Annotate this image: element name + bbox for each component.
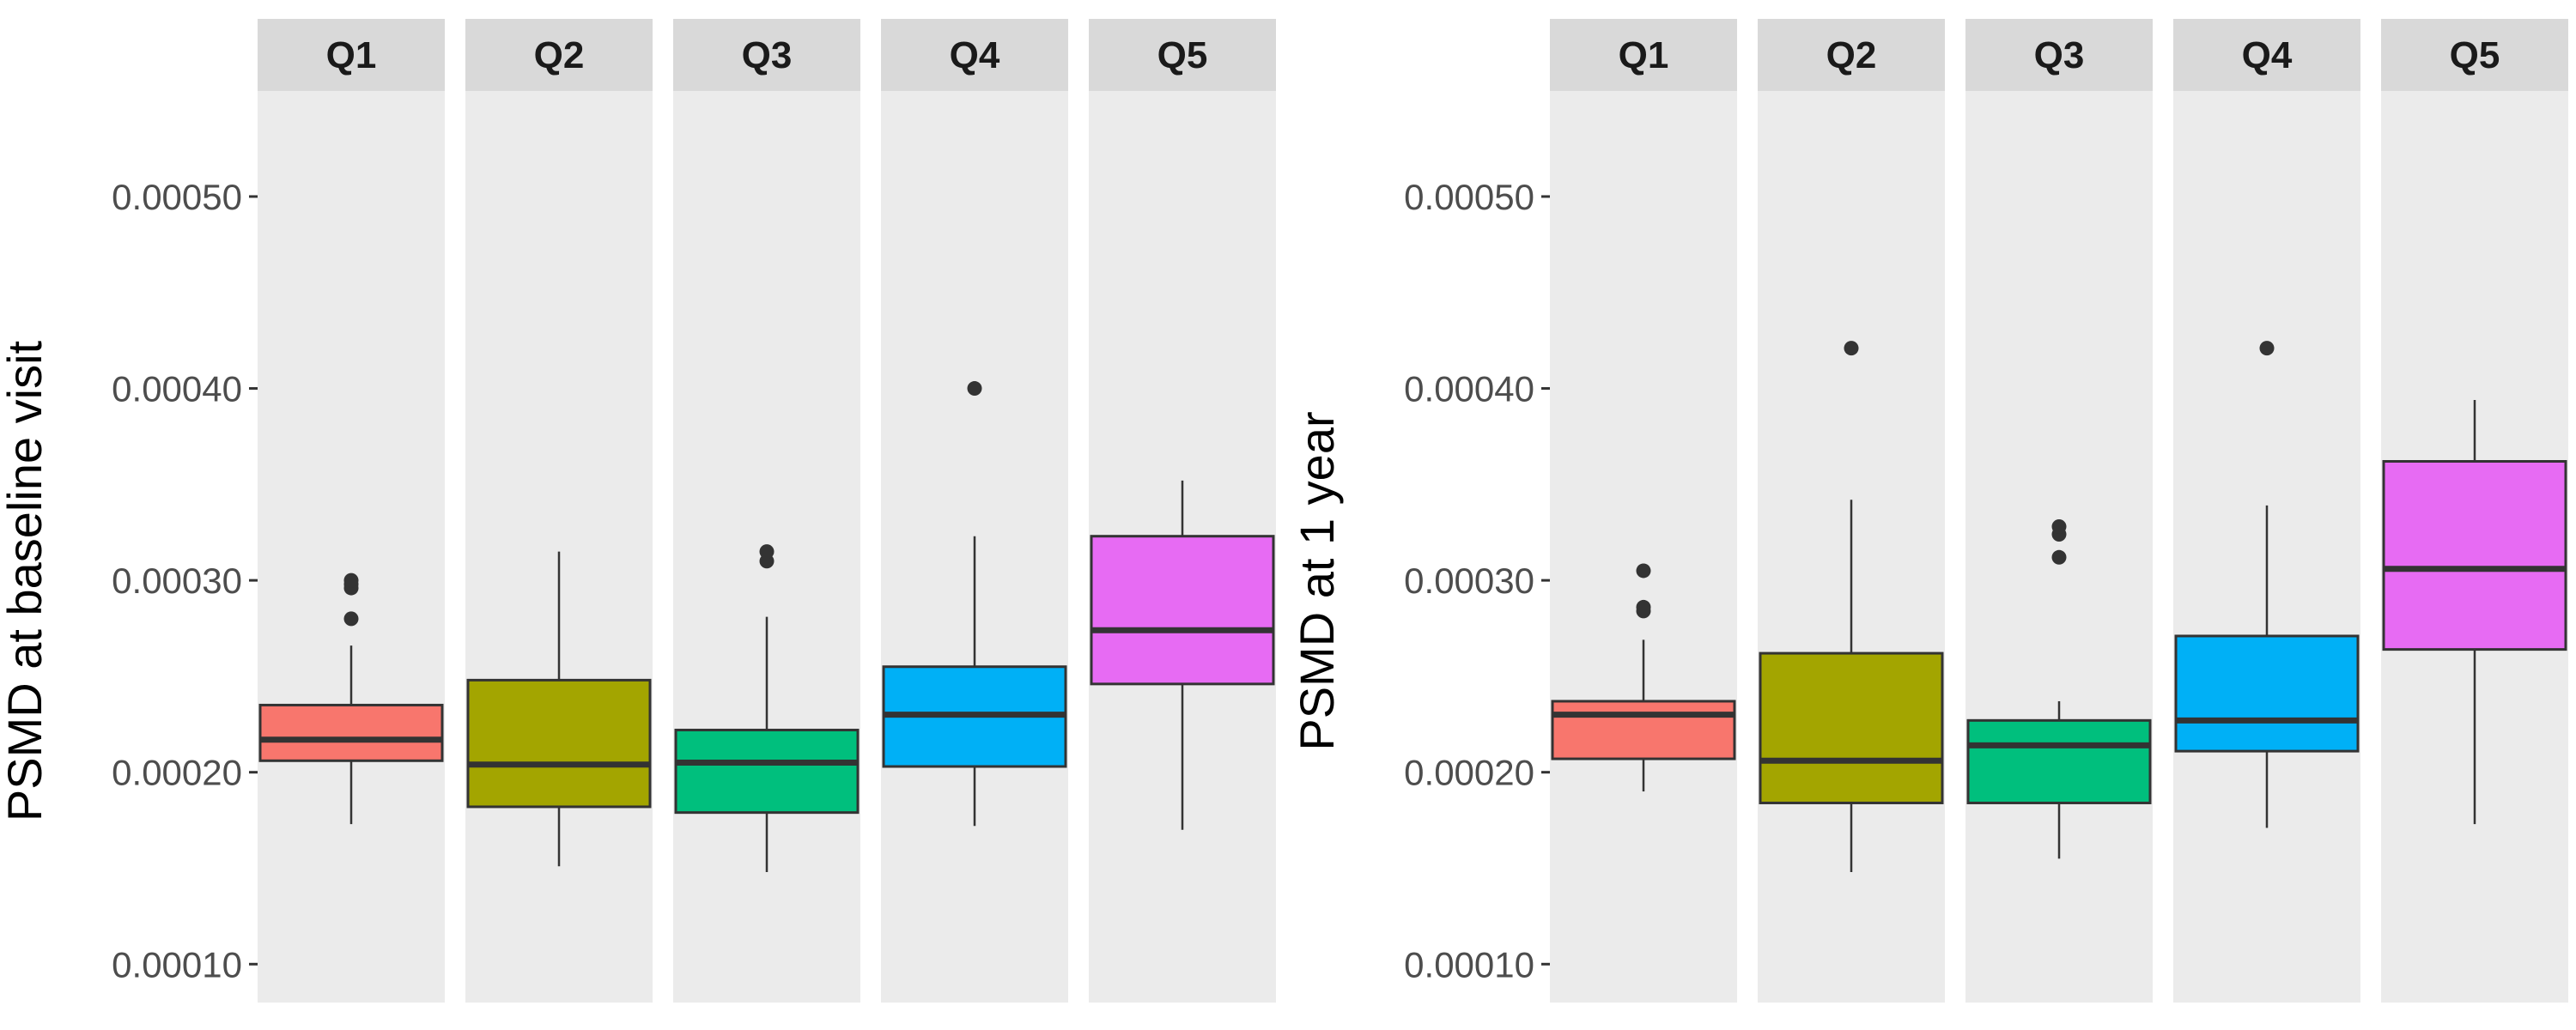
outlier-point (967, 381, 982, 397)
facet-panel-q1: Q1 (1550, 19, 1737, 1003)
y-tick-label: 0.00010 (112, 944, 242, 985)
outlier-point (1844, 341, 1859, 356)
facet-strip-label: Q2 (1826, 34, 1877, 76)
outlier-point (1636, 599, 1651, 615)
y-tick-label: 0.00010 (1404, 944, 1534, 985)
facet-panel-q5: Q5 (2381, 19, 2568, 1003)
box-q2 (1759, 651, 1944, 804)
panel-background (1550, 91, 1737, 1003)
facet-strip (881, 19, 1068, 91)
facet-strip-label: Q3 (2034, 34, 2085, 76)
facet-strip-label: Q1 (1619, 34, 1669, 76)
facet-strip-label: Q1 (326, 34, 377, 76)
y-tick-label: 0.00040 (112, 369, 242, 409)
facet-strip (1550, 19, 1737, 91)
outlier-point (759, 544, 775, 560)
facet-strip (1965, 19, 2153, 91)
facet-strip (1758, 19, 1945, 91)
box-q1 (258, 703, 444, 762)
y-axis-title: PSMD at 1 year (1290, 411, 1344, 750)
facet-strip (465, 19, 653, 91)
y-tick-label: 0.00040 (1404, 369, 1534, 409)
y-tick-label: 0.00020 (1404, 753, 1534, 793)
facet-panel-q1: Q1 (258, 19, 445, 1003)
facet-panel-q4: Q4 (2173, 19, 2360, 1003)
panel-background (258, 91, 445, 1003)
facet-strip (1089, 19, 1276, 91)
chart-left: PSMD at baseline visit 0.00010 0.00020 0.00… (0, 19, 1276, 1003)
facet-strip (673, 19, 860, 91)
facet-strip-label: Q5 (2450, 34, 2500, 76)
outlier-point (2259, 341, 2275, 356)
box-q3 (674, 729, 860, 815)
y-tick-label: 0.00030 (112, 560, 242, 601)
facet-panel-q3: Q3 (1965, 19, 2153, 1003)
outlier-point (1636, 563, 1651, 579)
facet-strip-label: Q5 (1157, 34, 1208, 76)
box-q2 (466, 678, 652, 809)
chart-right: PSMD at 1 year 0.00010 0.00020 0.00030 0.000… (1290, 19, 2568, 1003)
panel-background (1965, 91, 2153, 1003)
box-q5 (1090, 535, 1275, 686)
facet-panel-q5: Q5 (1089, 19, 1276, 1003)
y-tick-label: 0.00050 (112, 177, 242, 217)
box-q5 (2382, 460, 2567, 651)
outlier-point (343, 611, 359, 627)
facet-strip (258, 19, 445, 91)
facet-strip-label: Q2 (534, 34, 585, 76)
facet-strip-label: Q4 (2242, 34, 2293, 76)
outlier-point (2051, 519, 2067, 535)
facet-strip-label: Q3 (742, 34, 793, 76)
box-q4 (2174, 634, 2360, 753)
y-tick-label: 0.00020 (112, 753, 242, 793)
facet-strip (2173, 19, 2360, 91)
charts-root: PSMD at baseline visit 0.00010 0.00020 0.00… (0, 19, 2568, 1003)
facet-panel-q2: Q2 (465, 19, 653, 1003)
facet-strip (2381, 19, 2568, 91)
y-tick-label: 0.00050 (1404, 177, 1534, 217)
facet-panel-q4: Q4 (881, 19, 1068, 1003)
box-q1 (1551, 700, 1736, 760)
outlier-point (2051, 549, 2067, 565)
y-axis-title: PSMD at baseline visit (0, 340, 52, 821)
y-tick-label: 0.00030 (1404, 560, 1534, 601)
box-q3 (1966, 718, 2152, 804)
facet-panel-q2: Q2 (1758, 19, 1945, 1003)
facet-panel-q3: Q3 (673, 19, 860, 1003)
facet-strip-label: Q4 (950, 34, 1000, 76)
outlier-point (343, 573, 359, 588)
